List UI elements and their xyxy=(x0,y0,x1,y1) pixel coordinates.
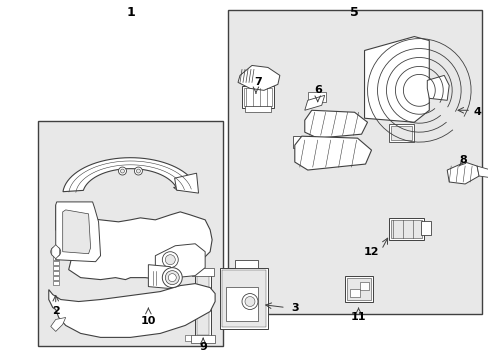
Polygon shape xyxy=(148,265,174,289)
Polygon shape xyxy=(476,166,488,178)
Circle shape xyxy=(165,271,179,285)
Polygon shape xyxy=(155,244,205,278)
Bar xyxy=(53,276,59,280)
Bar xyxy=(390,220,422,238)
Polygon shape xyxy=(229,260,258,268)
Text: 2: 2 xyxy=(52,306,60,316)
Circle shape xyxy=(162,268,182,288)
Polygon shape xyxy=(364,37,428,122)
Text: 12: 12 xyxy=(363,247,379,257)
Bar xyxy=(38,121,223,346)
Bar xyxy=(227,10,481,315)
Text: 8: 8 xyxy=(458,155,466,165)
Bar xyxy=(346,278,370,300)
Bar xyxy=(242,86,273,108)
Bar xyxy=(222,270,265,328)
Polygon shape xyxy=(51,318,65,332)
Bar xyxy=(421,221,430,235)
Circle shape xyxy=(162,252,178,268)
Circle shape xyxy=(51,247,61,257)
Bar xyxy=(359,282,368,289)
Bar xyxy=(307,92,325,102)
Circle shape xyxy=(136,169,140,173)
Polygon shape xyxy=(52,245,60,259)
Text: 9: 9 xyxy=(199,342,207,352)
Bar xyxy=(53,256,59,260)
Bar xyxy=(197,272,209,336)
Bar xyxy=(192,268,214,276)
Circle shape xyxy=(118,167,126,175)
Circle shape xyxy=(53,249,59,255)
Text: 10: 10 xyxy=(141,316,156,327)
Bar xyxy=(53,271,59,275)
Text: 11: 11 xyxy=(350,312,366,323)
Polygon shape xyxy=(174,173,198,193)
Polygon shape xyxy=(304,95,324,110)
Bar xyxy=(220,268,267,329)
Bar xyxy=(53,261,59,265)
Bar xyxy=(244,106,270,112)
Bar xyxy=(349,289,359,297)
Polygon shape xyxy=(447,162,478,184)
Circle shape xyxy=(168,274,176,282)
Polygon shape xyxy=(238,66,279,90)
Bar xyxy=(195,270,211,337)
Bar xyxy=(53,266,59,270)
Polygon shape xyxy=(63,158,197,192)
Bar xyxy=(191,336,215,343)
Polygon shape xyxy=(173,185,197,190)
Text: 3: 3 xyxy=(290,302,298,312)
Circle shape xyxy=(120,169,124,173)
Text: 6: 6 xyxy=(313,85,321,95)
Polygon shape xyxy=(56,202,101,262)
Polygon shape xyxy=(427,75,448,100)
Polygon shape xyxy=(62,210,90,254)
Text: 7: 7 xyxy=(254,77,261,87)
Circle shape xyxy=(244,297,254,306)
Bar xyxy=(390,126,411,140)
Circle shape xyxy=(242,293,258,310)
Text: 1: 1 xyxy=(126,6,135,19)
Circle shape xyxy=(165,255,175,265)
Bar xyxy=(150,271,158,285)
Bar xyxy=(244,88,271,106)
Polygon shape xyxy=(304,110,367,138)
Polygon shape xyxy=(56,205,212,280)
Bar xyxy=(292,136,307,148)
Text: 4: 4 xyxy=(472,107,480,117)
Bar xyxy=(388,124,413,142)
Polygon shape xyxy=(294,136,371,170)
Bar xyxy=(388,218,424,240)
Circle shape xyxy=(134,167,142,175)
Polygon shape xyxy=(49,284,215,337)
Text: 5: 5 xyxy=(349,6,358,19)
Bar xyxy=(53,280,59,285)
Bar xyxy=(225,287,258,321)
Polygon shape xyxy=(185,336,191,341)
Bar xyxy=(344,276,372,302)
